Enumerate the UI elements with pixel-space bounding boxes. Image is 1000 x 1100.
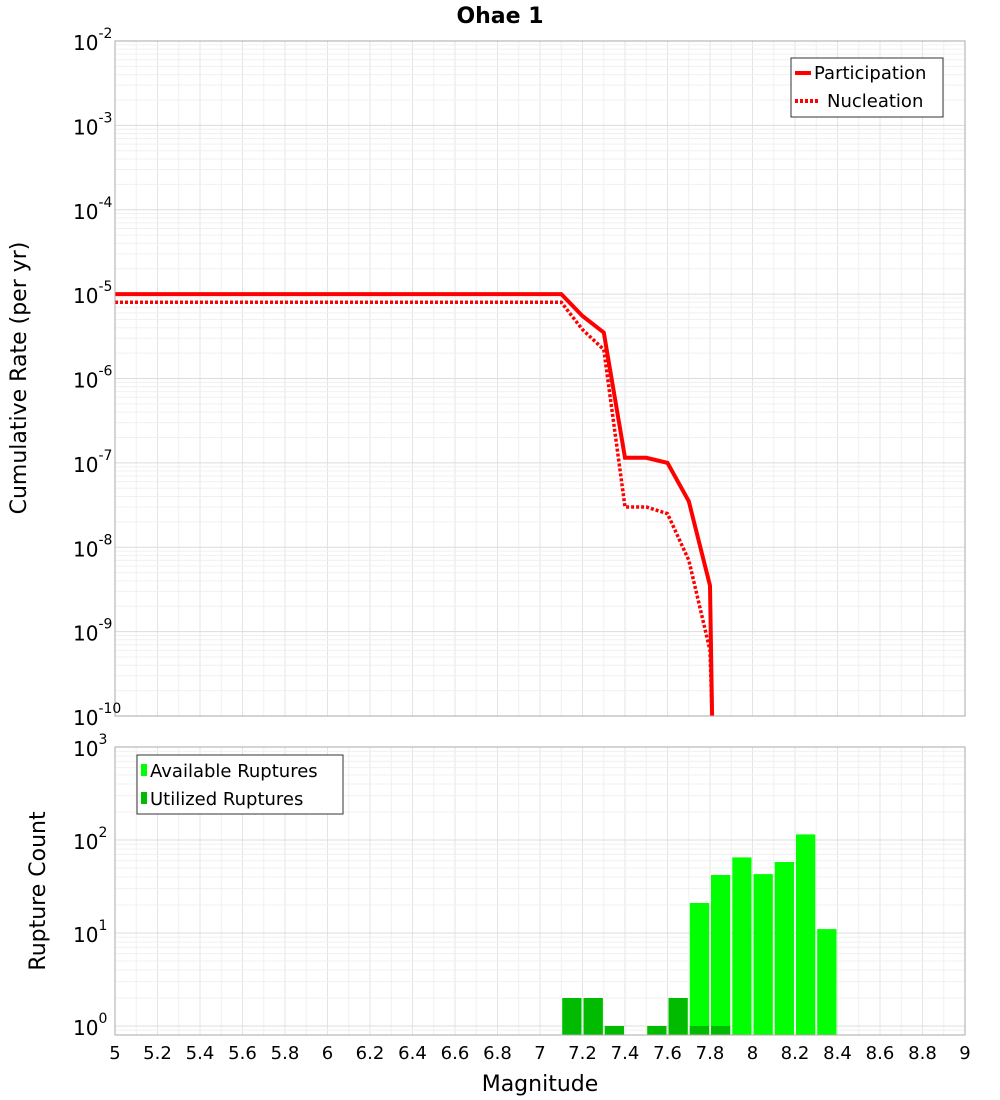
legend-swatch-available: [141, 764, 147, 776]
available-ruptures-bar: [817, 929, 837, 1035]
x-tick-label: 7.8: [696, 1043, 725, 1064]
y-tick-label: 10-4: [73, 195, 113, 224]
legend-swatch-utilized: [141, 792, 147, 804]
x-tick-label: 5.2: [143, 1043, 172, 1064]
rate-plot-grid: [114, 41, 966, 717]
x-tick-label: 6.6: [441, 1043, 470, 1064]
utilized-ruptures-bar: [689, 1026, 710, 1035]
rate-legend: Participation Nucleation: [790, 57, 944, 118]
rate-y-axis-label: Cumulative Rate (per yr): [7, 242, 32, 515]
x-tick-label: 8.2: [781, 1043, 810, 1064]
y-tick-label: 103: [73, 732, 107, 761]
rupture-plot-bars: [562, 834, 837, 1035]
y-tick-label: 102: [73, 825, 107, 854]
chart-title: Ohae 1: [456, 4, 543, 29]
x-tick-label: 5.6: [228, 1043, 257, 1064]
x-tick-label: 6.2: [356, 1043, 385, 1064]
legend-label-participation: Participation: [814, 63, 926, 84]
x-tick-label: 8.8: [908, 1043, 937, 1064]
available-ruptures-bar: [796, 834, 816, 1035]
x-tick-label: 7.6: [653, 1043, 682, 1064]
rate-plot-frame: [114, 40, 966, 717]
series-line-participation: [115, 292, 715, 717]
y-tick-label: 10-7: [73, 448, 112, 477]
x-tick-label: 7.4: [611, 1043, 640, 1064]
rupture-plot-frame: [114, 746, 966, 1036]
y-tick-label: 10-9: [73, 617, 112, 646]
x-tick-label: 9: [959, 1043, 970, 1064]
rupture-legend: Available Ruptures Utilized Ruptures: [136, 754, 344, 815]
y-tick-label: 10-10: [73, 701, 121, 730]
rupture-plot-y-ticks: 103 102 101 100: [73, 732, 107, 1040]
utilized-ruptures-bar: [647, 1026, 667, 1035]
x-axis-label: Magnitude: [482, 1072, 599, 1097]
x-tick-label: 8: [747, 1043, 758, 1064]
available-ruptures-bar: [732, 857, 752, 1035]
x-tick-label: 7.2: [568, 1043, 597, 1064]
utilized-ruptures-bar: [583, 998, 603, 1035]
rupture-count-plot: 103 102 101 100 5 5.2 5.4 5.6 5.8 6 6.2 6.4 6.6 6.8 7…: [26, 732, 971, 1097]
rate-plot-series: [115, 292, 715, 717]
x-tick-label: 6: [322, 1043, 333, 1064]
x-tick-label: 7: [534, 1043, 545, 1064]
available-ruptures-bar: [774, 862, 794, 1035]
available-ruptures-bar: [689, 903, 710, 1035]
available-ruptures-bar: [753, 874, 773, 1035]
x-axis-ticks: 5 5.2 5.4 5.6 5.8 6 6.2 6.4 6.6 6.8 7 7.2 7.4 7.6 7.8 8…: [109, 1043, 970, 1064]
y-tick-label: 10-2: [73, 26, 112, 55]
y-tick-label: 10-5: [73, 279, 112, 308]
y-tick-label: 10-8: [73, 532, 112, 561]
y-tick-label: 10-6: [73, 364, 113, 393]
y-tick-label: 10-3: [73, 110, 112, 139]
y-tick-label: 100: [73, 1011, 107, 1040]
rate-plot-y-ticks: 10-2 10-3 10-4 10-5 10-6 10-7 10-8 10-9 10-10: [73, 26, 121, 730]
x-tick-label: 6.8: [483, 1043, 512, 1064]
x-tick-label: 8.4: [823, 1043, 852, 1064]
utilized-ruptures-bar: [562, 998, 582, 1035]
legend-label-available: Available Ruptures: [150, 761, 318, 782]
rupture-y-axis-label: Rupture Count: [26, 811, 51, 971]
x-tick-label: 5.8: [271, 1043, 300, 1064]
legend-label-nucleation: Nucleation: [827, 91, 923, 112]
x-tick-label: 5.4: [186, 1043, 215, 1064]
rate-legend-box: [790, 57, 944, 118]
utilized-ruptures-bar: [711, 1026, 731, 1035]
utilized-ruptures-bar: [668, 998, 688, 1035]
x-tick-label: 6.4: [398, 1043, 427, 1064]
x-tick-label: 5: [109, 1043, 120, 1064]
utilized-ruptures-bar: [604, 1026, 624, 1035]
legend-label-utilized: Utilized Ruptures: [150, 789, 303, 810]
y-tick-label: 101: [73, 918, 107, 947]
available-ruptures-bar: [711, 875, 731, 1035]
series-line-nucleation: [115, 300, 714, 717]
x-tick-label: 8.6: [866, 1043, 895, 1064]
rupture-legend-box: [136, 754, 344, 815]
rate-plot: 10-2 10-3 10-4 10-5 10-6 10-7 10-8 10-9 10-10 Cu…: [7, 26, 966, 730]
